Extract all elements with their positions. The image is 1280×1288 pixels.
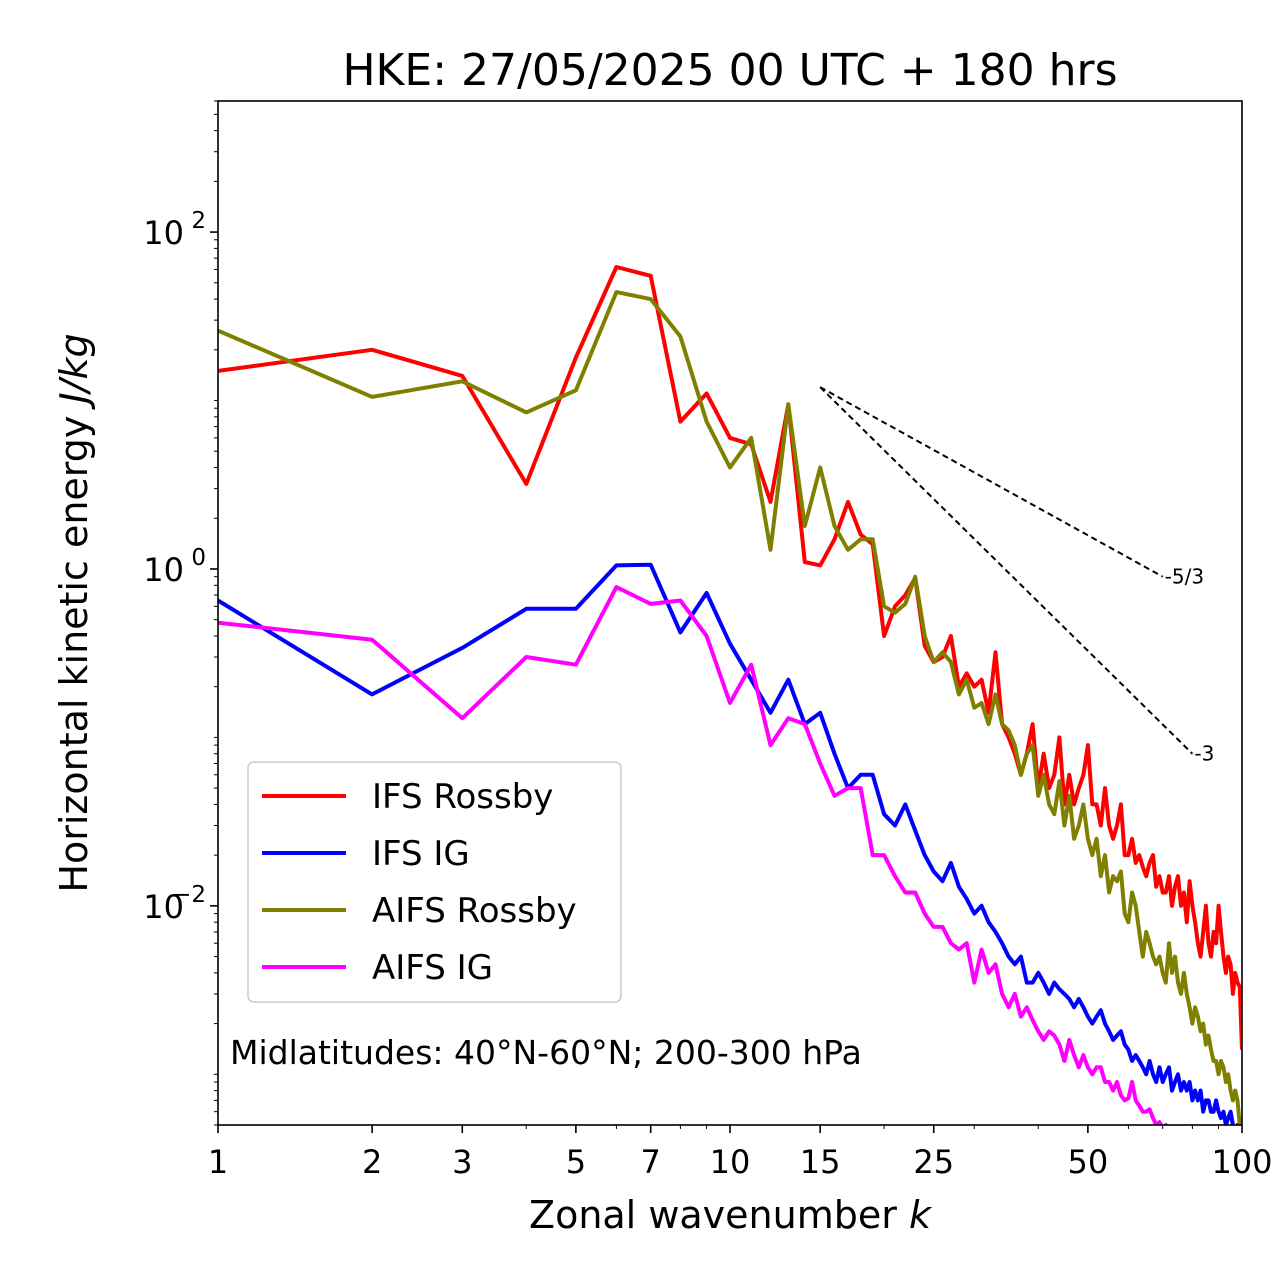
legend-label-ifs-rossby: IFS Rossby [372,777,553,817]
legend-label-ifs-ig: IFS IG [372,834,470,874]
series-line-ifs-ig [218,562,1242,1125]
series-layer [218,265,1242,1125]
y-tick-exponent: 0 [191,545,206,571]
y-tick-label: 10 [143,888,184,926]
slope-line-minus-3 [819,386,1194,755]
series-line-aifs-rossby [218,290,1242,1125]
legend-box [247,761,622,1003]
series-line-ifs-rossby [218,265,1242,1050]
slope-label: -3 [1194,742,1214,766]
x-axis-label-text: Zonal wavenumber [529,1193,897,1237]
x-axis-label: Zonal wavenumber k [529,1193,933,1237]
x-tick-label: 5 [566,1143,586,1181]
legend: IFS Rossby IFS IG AIFS Rossby AIFS IG [247,761,622,1003]
plot-area-frame [217,100,1243,1126]
x-tick-label: 15 [800,1143,841,1181]
y-tick-exponent: 2 [191,208,206,234]
x-tick-label: 2 [362,1143,382,1181]
x-tick-label: 7 [641,1143,661,1181]
series-line-aifs-ig [218,585,1168,1125]
x-tick-label: 3 [452,1143,472,1181]
x-tick-label: 1 [208,1143,228,1181]
y-axis-label-unit: J/kg [52,333,96,410]
slope-line-minus-5-3 [819,386,1164,578]
x-tick-label: 100 [1211,1143,1272,1181]
y-tick-label: 10 [143,551,184,589]
reference-slope-lines: -5/3 -3 [819,386,1214,766]
x-tick-label: 25 [913,1143,954,1181]
y-tick-label: 10 [143,214,184,252]
legend-label-aifs-rossby: AIFS Rossby [372,891,577,931]
y-tick-exponent: −2 [172,882,206,908]
y-axis-label-text: Horizontal kinetic energy [52,416,96,893]
x-tick-label: 10 [710,1143,751,1181]
slope-label: -5/3 [1165,565,1204,589]
y-axis-label: Horizontal kinetic energy J/kg [52,333,96,892]
x-tick-label: 50 [1068,1143,1109,1181]
legend-label-aifs-ig: AIFS IG [372,948,493,988]
chart-title: HKE: 27/05/2025 00 UTC + 180 hrs [342,45,1117,96]
region-annotation: Midlatitudes: 40°N-60°N; 200-300 hPa [230,1033,862,1072]
x-axis-label-variable: k [909,1193,933,1237]
